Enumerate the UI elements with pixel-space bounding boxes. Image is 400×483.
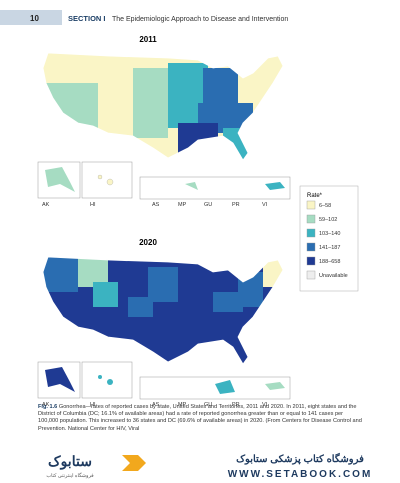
- caption-text: Gonorrhea—rates of reported cases by sta…: [38, 404, 362, 432]
- logo-text: ستابوک: [48, 453, 92, 470]
- legend-swatch: [306, 214, 316, 224]
- insets-2011: [37, 161, 291, 200]
- territory-label: PR: [232, 202, 240, 208]
- insets-2020: [37, 361, 291, 400]
- legend-label: 188–658: [319, 259, 340, 265]
- legend-label: 103–140: [319, 231, 340, 237]
- page-number: 10: [30, 14, 39, 23]
- store-url: WWW.SETABOOK.COM: [228, 469, 373, 480]
- footer-bg: [0, 448, 400, 483]
- legend-swatch: [306, 200, 316, 210]
- legend-label: 59–102: [319, 217, 337, 223]
- territory-label: VI: [262, 402, 268, 408]
- caption-label: Fig. 1.6: [38, 404, 58, 410]
- territory-label: HI: [90, 202, 96, 208]
- store-name: فروشگاه کتاب پزشکی ستابوک: [236, 452, 364, 465]
- territory-label: AK: [42, 202, 50, 208]
- territory-label: GU: [204, 202, 212, 208]
- territory-label: AS: [152, 402, 160, 408]
- figure-caption: Fig. 1.6 Gonorrhea—rates of reported cas…: [38, 404, 363, 433]
- territory-label: MP: [178, 202, 187, 208]
- territory-label: GU: [204, 402, 212, 408]
- logo-mark: [122, 455, 146, 471]
- legend-swatch: [306, 270, 316, 280]
- legend-label: Unavailable: [319, 273, 348, 279]
- legend-swatch: [306, 242, 316, 252]
- section-label: SECTION I: [68, 14, 106, 23]
- legend-swatch: [306, 228, 316, 238]
- territory-label: HI: [90, 402, 96, 408]
- map-title: 2020: [139, 238, 157, 247]
- legend-title: Rate*: [307, 193, 323, 199]
- territory-label: VI: [262, 202, 268, 208]
- legend-swatch: [306, 256, 316, 266]
- legend-label: 141–187: [319, 245, 340, 251]
- map-title: 2011: [139, 35, 157, 44]
- territory-label: MP: [178, 402, 187, 408]
- us-map-2020: [42, 256, 284, 365]
- us-map-2011: [42, 52, 284, 161]
- logo-subtext: فروشگاه اینترنتی کتاب: [46, 472, 94, 479]
- territory-label: PR: [232, 402, 240, 408]
- legend-label: 6–58: [319, 203, 331, 209]
- page-number-box: [0, 10, 62, 25]
- territory-label: AK: [42, 402, 50, 408]
- territory-label: AS: [152, 202, 160, 208]
- section-title: The Epidemiologic Approach to Disease an…: [112, 16, 288, 23]
